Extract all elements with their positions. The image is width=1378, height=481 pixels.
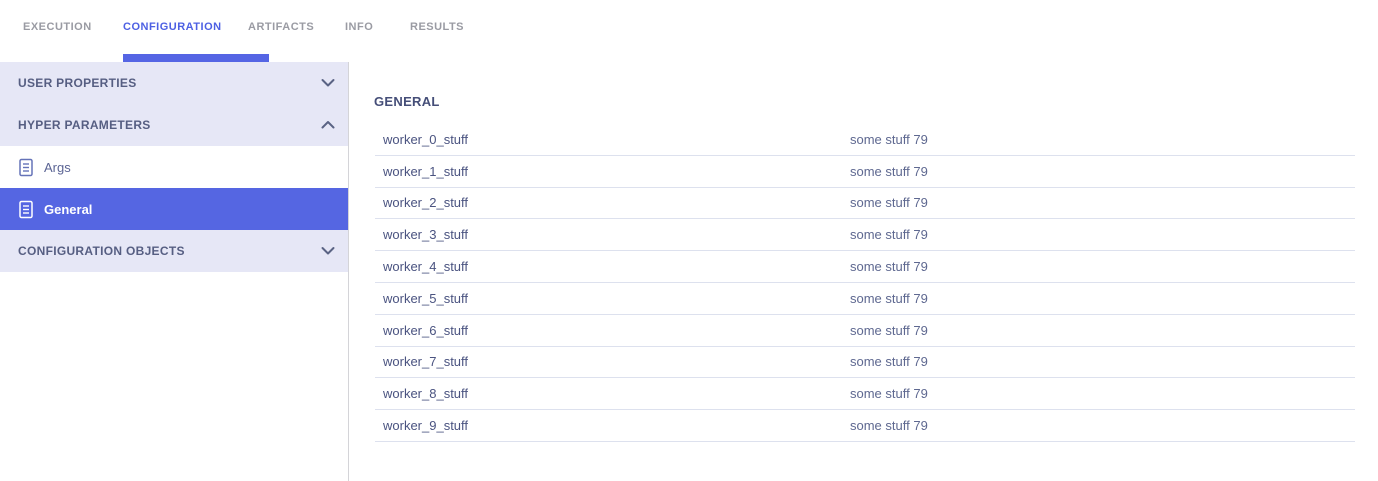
param-key: worker_4_stuff [383,259,469,275]
sidebar-divider [348,62,349,481]
param-value: some stuff 79 [850,322,928,338]
document-icon [19,200,33,218]
chevron-down-icon [321,247,335,255]
param-value: some stuff 79 [850,195,928,211]
param-value: some stuff 79 [850,418,928,434]
table-row: worker_3_stuff some stuff 79 [375,219,1355,252]
table-row: worker_8_stuff some stuff 79 [375,378,1355,411]
table-row: worker_1_stuff some stuff 79 [375,156,1355,188]
table-row: worker_9_stuff some stuff 79 [375,410,1355,442]
param-value: some stuff 79 [850,290,928,306]
param-value: some stuff 79 [850,354,928,370]
sidebar-item-args[interactable]: Args [0,146,348,188]
sidebar-section-hyper-parameters[interactable]: HYPER PARAMETERS [0,104,348,146]
param-key: worker_1_stuff [383,163,469,179]
param-value: some stuff 79 [850,259,928,275]
tab-artifacts[interactable]: ARTIFACTS [248,21,315,33]
chevron-up-icon [321,121,335,129]
tab-execution[interactable]: EXECUTION [23,21,92,33]
page-title: GENERAL [374,94,440,109]
param-key: worker_5_stuff [383,290,469,306]
active-tab-indicator [123,54,269,62]
param-value: some stuff 79 [850,163,928,179]
sidebar-item-general[interactable]: General [0,188,348,230]
table-row: worker_4_stuff some stuff 79 [375,251,1355,283]
table-row: worker_5_stuff some stuff 79 [375,283,1355,315]
table-row: worker_6_stuff some stuff 79 [375,315,1355,347]
param-value: some stuff 79 [850,386,928,402]
param-key: worker_9_stuff [383,418,469,434]
param-key: worker_7_stuff [383,354,469,370]
sidebar-item-label: General [44,201,93,217]
section-label: HYPER PARAMETERS [18,118,151,132]
tab-configuration[interactable]: CONFIGURATION [123,21,222,33]
table-row: worker_0_stuff some stuff 79 [375,124,1355,156]
param-value: some stuff 79 [850,227,928,243]
document-icon [19,158,33,176]
table-row: worker_7_stuff some stuff 79 [375,347,1355,379]
param-key: worker_6_stuff [383,322,469,338]
param-key: worker_0_stuff [383,131,469,147]
tab-info[interactable]: INFO [345,21,374,33]
sidebar-section-user-properties[interactable]: USER PROPERTIES [0,62,348,104]
table-row: worker_2_stuff some stuff 79 [375,188,1355,220]
param-value: some stuff 79 [850,131,928,147]
params-table: worker_0_stuff some stuff 79 worker_1_st… [375,124,1355,442]
sidebar-item-label: Args [44,159,71,175]
param-key: worker_2_stuff [383,195,469,211]
param-key: worker_8_stuff [383,386,469,402]
tab-results[interactable]: RESULTS [410,21,465,33]
section-label: USER PROPERTIES [18,76,137,90]
sidebar-section-configuration-objects[interactable]: CONFIGURATION OBJECTS [0,230,348,272]
param-key: worker_3_stuff [383,227,469,243]
chevron-down-icon [321,79,335,87]
section-label: CONFIGURATION OBJECTS [18,244,185,258]
